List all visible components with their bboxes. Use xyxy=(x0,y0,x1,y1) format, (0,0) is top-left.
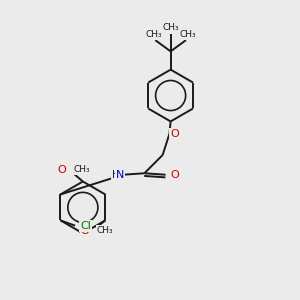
Text: N: N xyxy=(116,170,124,180)
Text: Cl: Cl xyxy=(80,221,91,231)
Text: O: O xyxy=(81,226,89,236)
Text: CH₃: CH₃ xyxy=(179,30,196,39)
Text: H: H xyxy=(112,170,120,180)
Text: CH₃: CH₃ xyxy=(73,165,90,174)
Text: CH₃: CH₃ xyxy=(162,23,179,32)
Text: O: O xyxy=(57,165,66,175)
Text: O: O xyxy=(171,170,179,180)
Text: O: O xyxy=(170,129,179,139)
Text: CH₃: CH₃ xyxy=(97,226,113,235)
Text: CH₃: CH₃ xyxy=(146,30,162,39)
